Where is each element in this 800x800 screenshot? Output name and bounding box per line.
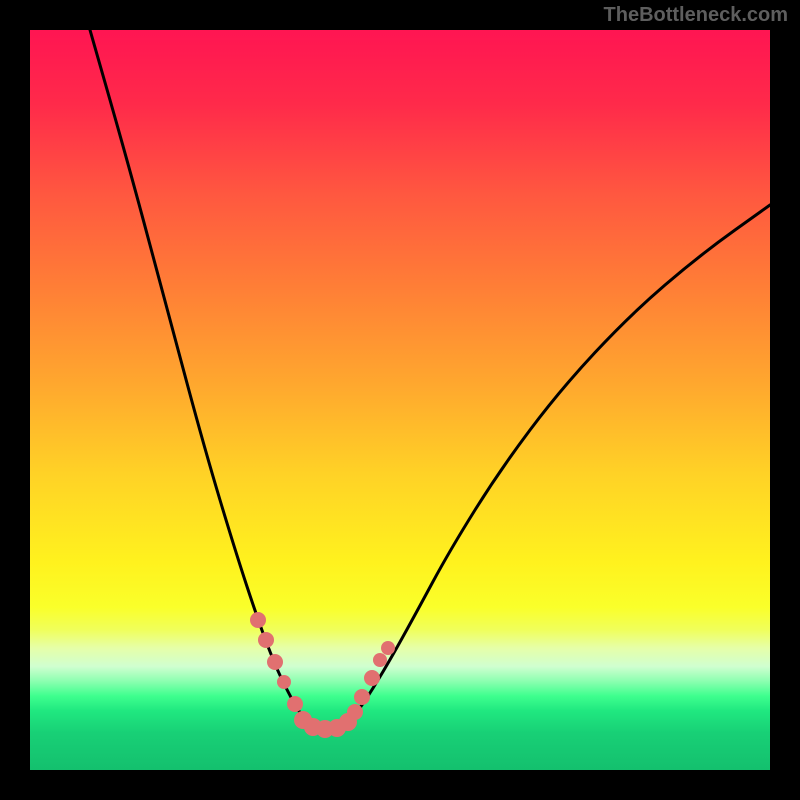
data-marker <box>250 612 266 628</box>
data-marker <box>364 670 380 686</box>
data-marker <box>287 696 303 712</box>
plot-area <box>30 30 770 770</box>
data-marker <box>347 704 363 720</box>
gradient-background <box>30 30 770 770</box>
data-marker <box>354 689 370 705</box>
data-marker <box>381 641 395 655</box>
data-marker <box>267 654 283 670</box>
data-marker <box>277 675 291 689</box>
bottleneck-curve-chart <box>30 30 770 770</box>
data-marker <box>373 653 387 667</box>
data-marker <box>258 632 274 648</box>
attribution-text: TheBottleneck.com <box>604 4 788 27</box>
chart-container: TheBottleneck.com <box>0 0 800 800</box>
